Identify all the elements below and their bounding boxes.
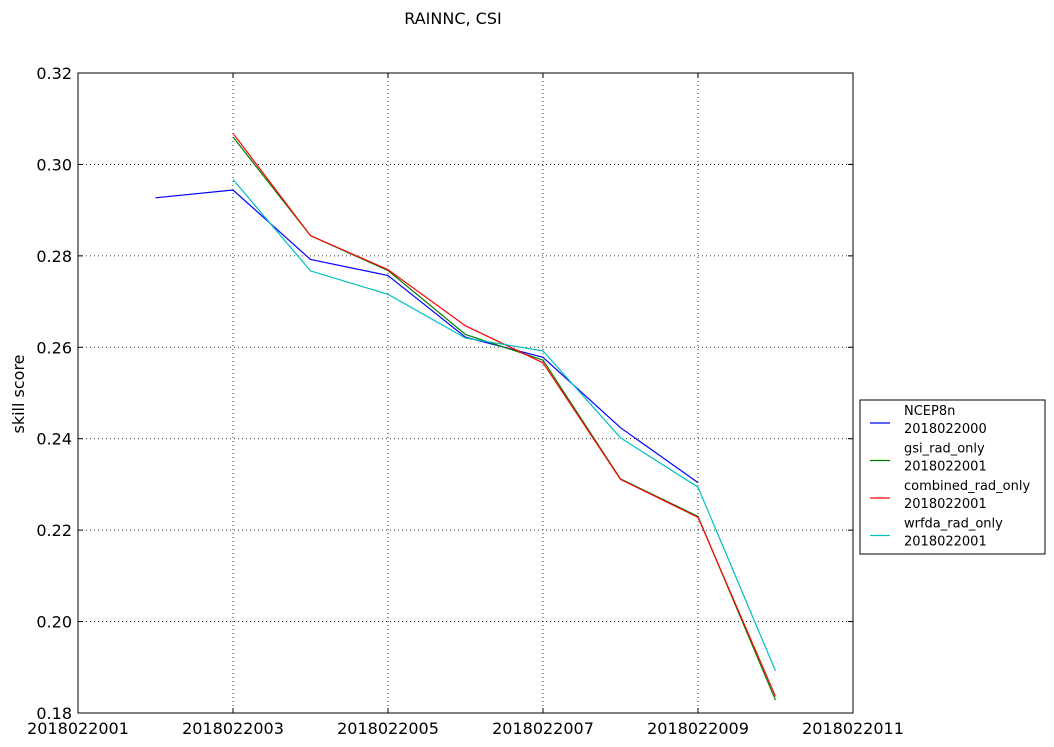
grid-lines — [78, 73, 853, 713]
y-tick-label: 0.28 — [36, 247, 72, 266]
legend-label-date: 2018022000 — [904, 422, 987, 437]
x-tick-label: 2018022005 — [337, 719, 439, 738]
legend-label: wrfda_rad_only — [904, 517, 1003, 532]
y-axis-label: skill score — [9, 354, 28, 433]
series-line-ncep8n — [155, 189, 699, 484]
x-tick-label: 2018022003 — [182, 719, 284, 738]
series-line-gsi-rad-only — [232, 136, 777, 701]
series-line-combined-rad-only — [232, 132, 777, 697]
chart-title: RAINNC, CSI — [404, 9, 501, 28]
y-tick-label: 0.22 — [36, 521, 72, 540]
legend: NCEP8n 2018022000 gsi_rad_only 2018022001 co… — [859, 399, 1046, 555]
axis-ticks: 2018022001 2018022003 2018022005 2018022007… — [27, 64, 904, 738]
y-tick-label: 0.24 — [36, 430, 72, 449]
legend-label-date: 2018022001 — [904, 460, 987, 475]
y-tick-label: 0.26 — [36, 338, 72, 357]
x-tick-label: 2018022007 — [492, 719, 594, 738]
plot-area-frame — [77, 72, 854, 714]
y-tick-label: 0.32 — [36, 64, 72, 83]
legend-label: gsi_rad_only — [904, 442, 985, 457]
y-tick-label: 0.20 — [36, 613, 72, 632]
y-tick-label: 0.18 — [36, 704, 72, 723]
x-tick-label: 2018022009 — [647, 719, 749, 738]
x-tick-label: 2018022001 — [27, 719, 129, 738]
legend-box — [859, 399, 1046, 555]
y-tick-label: 0.30 — [36, 155, 72, 174]
x-tick-label: 2018022011 — [802, 719, 904, 738]
series-line-wrfda-rad-only — [232, 179, 777, 672]
legend-label-date: 2018022001 — [904, 535, 987, 550]
legend-label: NCEP8n — [904, 404, 955, 419]
series-lines — [155, 132, 777, 701]
legend-label: combined_rad_only — [904, 479, 1030, 494]
legend-label-date: 2018022001 — [904, 497, 987, 512]
